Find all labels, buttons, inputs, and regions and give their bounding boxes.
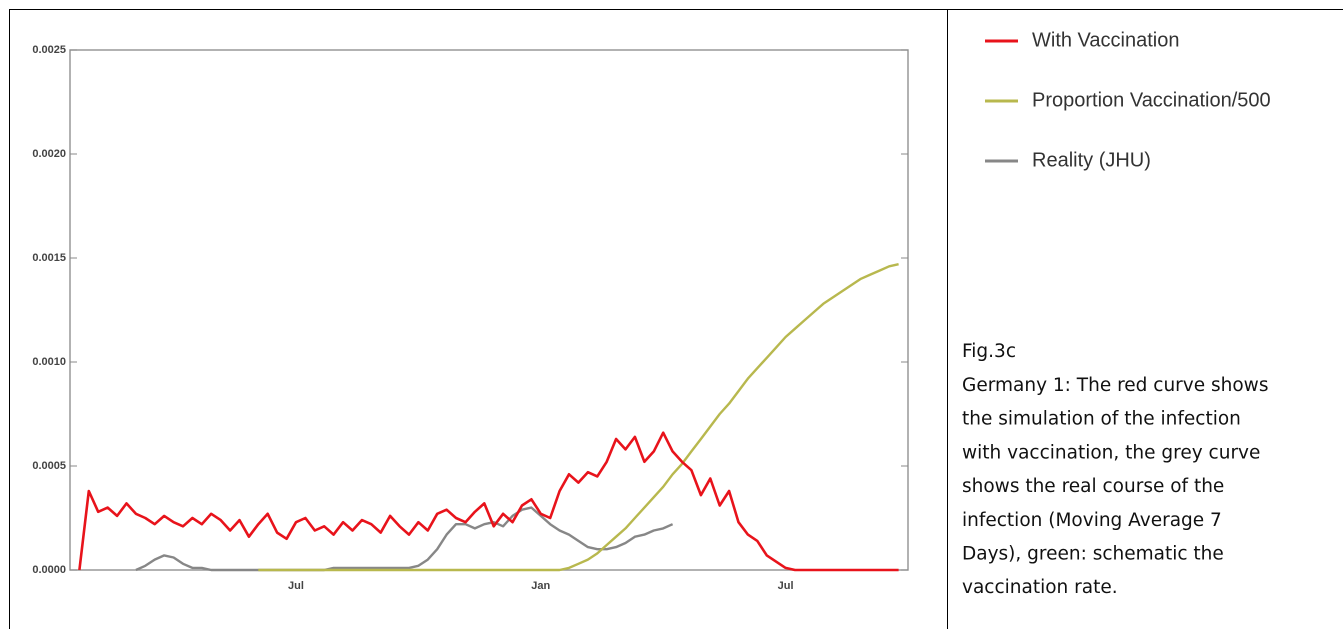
legend-label: Reality (JHU)	[1032, 149, 1151, 171]
caption-line: infection (Moving Average 7	[962, 510, 1222, 531]
y-tick-label: 0.0000	[32, 564, 66, 576]
series-line	[258, 263, 899, 572]
legend-label: With Vaccination	[1032, 29, 1179, 51]
series-line	[78, 431, 899, 572]
caption-line: Days), green: schematic the	[962, 544, 1224, 565]
legend-label: Proportion Vaccination/500	[1032, 89, 1271, 111]
plot-frame	[69, 49, 909, 571]
caption-line: vaccination rate.	[962, 577, 1118, 598]
y-tick-label: 0.0005	[32, 460, 66, 472]
caption-line: with vaccination, the grey curve	[962, 442, 1260, 463]
y-tick-label: 0.0010	[32, 356, 66, 368]
table-borders	[9, 9, 1343, 629]
y-tick-label: 0.0020	[32, 148, 66, 160]
caption-line: the simulation of the infection	[962, 409, 1241, 430]
caption-label: Fig.3c	[962, 341, 1016, 362]
caption-line: shows the real course of the	[962, 476, 1224, 497]
y-tick-label: 0.0015	[32, 252, 66, 264]
series-line	[135, 506, 674, 572]
x-tick-label: Jul	[288, 580, 304, 592]
x-tick-label: Jan	[531, 580, 550, 592]
y-tick-label: 0.0025	[32, 44, 66, 56]
caption-line: Germany 1: The red curve shows	[962, 375, 1268, 396]
x-tick-label: Jul	[778, 580, 794, 592]
